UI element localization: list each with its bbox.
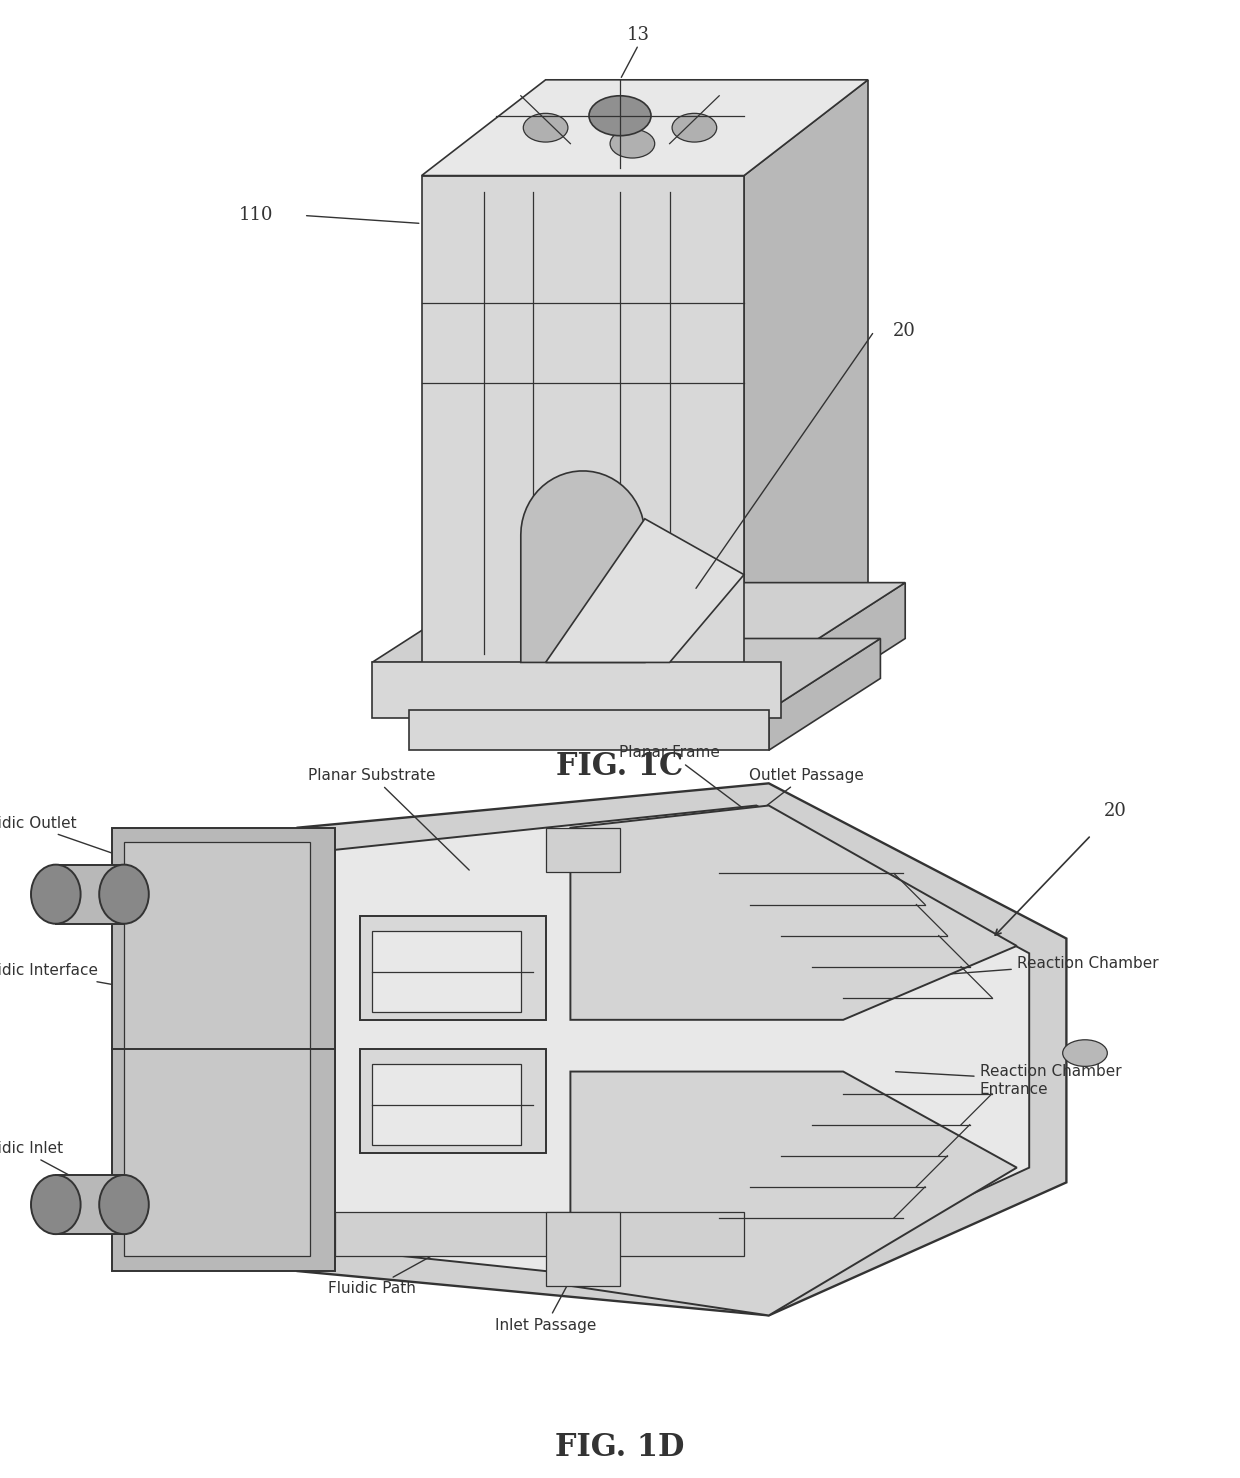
Polygon shape [546,519,744,662]
Text: Planar Substrate: Planar Substrate [309,767,469,871]
Polygon shape [360,1049,546,1153]
Ellipse shape [99,865,149,924]
Text: 13: 13 [627,27,650,44]
Polygon shape [769,638,880,751]
Text: 20: 20 [893,322,915,340]
Text: Planar Frame: Planar Frame [619,745,766,826]
Circle shape [1063,1041,1107,1067]
Circle shape [523,114,568,142]
Text: Reaction Chamber: Reaction Chamber [932,956,1158,975]
Polygon shape [546,828,620,872]
Polygon shape [409,638,880,711]
Text: FIG. 1C: FIG. 1C [557,751,683,782]
Polygon shape [335,1212,744,1256]
Circle shape [589,96,651,136]
Ellipse shape [31,1175,81,1234]
Polygon shape [335,806,1029,1293]
Text: Reaction Chamber
Entrance: Reaction Chamber Entrance [895,1064,1121,1097]
Polygon shape [360,916,546,1020]
Text: Fluidic Interface: Fluidic Interface [0,964,184,998]
Text: Inlet Passage: Inlet Passage [495,1259,596,1333]
Polygon shape [570,806,1017,1020]
Ellipse shape [31,865,81,924]
Polygon shape [372,931,521,1012]
Polygon shape [372,1064,521,1145]
Polygon shape [112,828,335,1271]
Text: Fluidic Inlet: Fluidic Inlet [0,1141,122,1203]
Polygon shape [56,865,124,924]
Polygon shape [372,582,905,662]
Polygon shape [56,1175,124,1234]
Polygon shape [124,842,310,1256]
Polygon shape [298,783,1066,1315]
Polygon shape [409,711,769,751]
Ellipse shape [99,1175,149,1234]
Polygon shape [781,582,905,718]
Circle shape [672,114,717,142]
Text: Fluidic Path: Fluidic Path [329,1236,469,1296]
Text: Outlet Passage: Outlet Passage [722,767,863,841]
Polygon shape [546,1212,620,1286]
Polygon shape [422,176,744,678]
Polygon shape [372,662,781,718]
Circle shape [598,98,642,126]
Polygon shape [744,80,868,678]
Polygon shape [570,1072,1017,1315]
Polygon shape [521,471,645,662]
Text: 20: 20 [1104,803,1126,820]
Text: 110: 110 [238,207,273,225]
Polygon shape [422,80,868,176]
Text: Fluidic Outlet: Fluidic Outlet [0,816,122,856]
Circle shape [610,129,655,158]
Text: FIG. 1D: FIG. 1D [556,1432,684,1463]
